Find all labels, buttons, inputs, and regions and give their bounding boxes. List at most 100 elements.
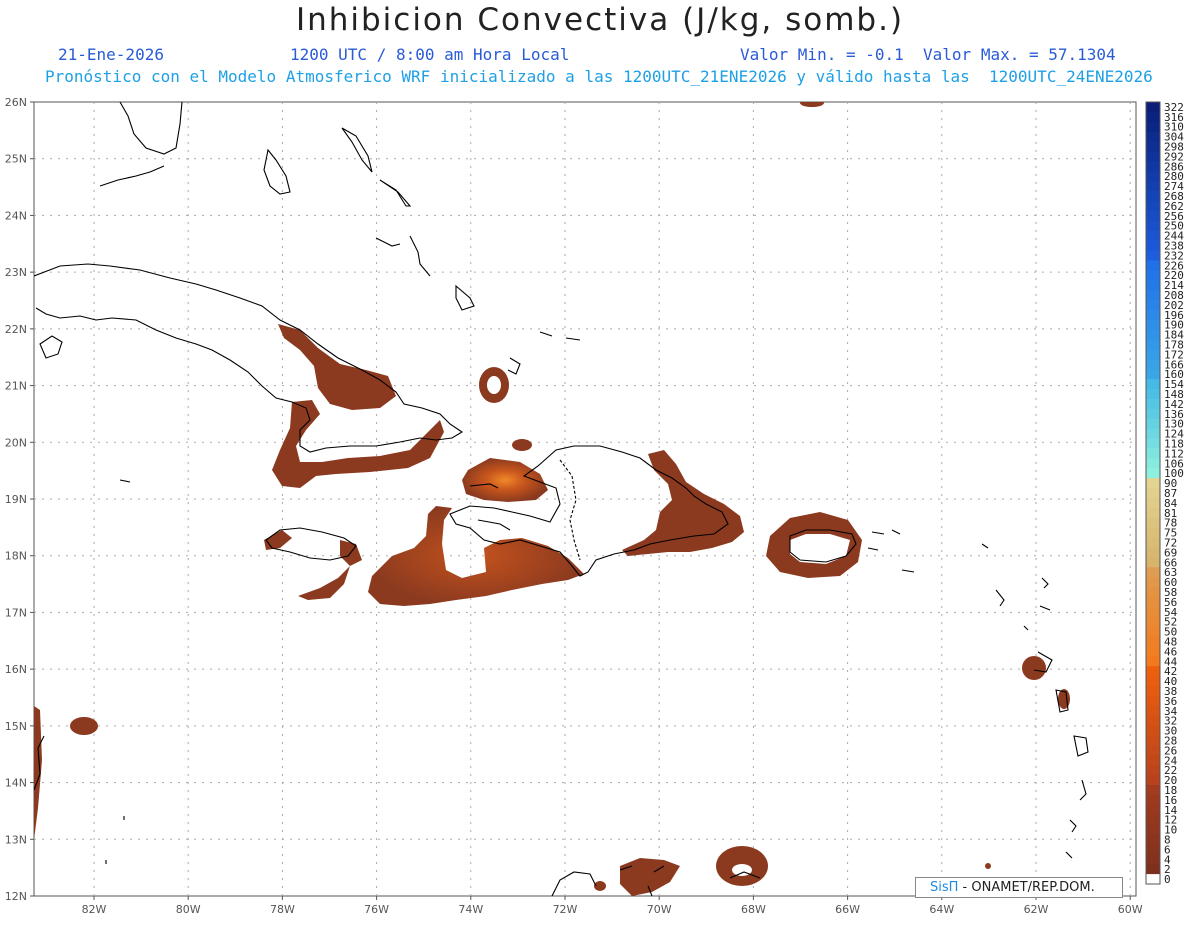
- colorbar-label: 38: [1164, 685, 1177, 698]
- lon-label: 62W: [1024, 903, 1049, 916]
- colorbar-swatch: [1146, 299, 1160, 311]
- colorbar-swatch: [1146, 666, 1160, 677]
- colorbar-label: 220: [1164, 269, 1184, 282]
- cin-area-aruba: [620, 858, 680, 896]
- colorbar-label: 54: [1164, 606, 1178, 619]
- lon-label: 68W: [741, 903, 766, 916]
- colorbar-label: 202: [1164, 299, 1184, 312]
- colorbar-swatch: [1146, 200, 1160, 212]
- colorbar: 3223163103042982922862802742682622562502…: [1145, 101, 1184, 886]
- cin-area-dr-east: [622, 450, 744, 556]
- cin-area-cuba-north: [278, 324, 396, 410]
- colorbar-label: 298: [1164, 141, 1184, 154]
- coast-hispaniola: [449, 445, 729, 577]
- colorbar-swatch: [1146, 606, 1160, 618]
- colorbar-label: 18: [1164, 784, 1177, 797]
- colorbar-label: 4: [1164, 853, 1171, 866]
- colorbar-swatch: [1146, 626, 1160, 638]
- colorbar-swatch: [1146, 517, 1160, 529]
- colorbar-swatch: [1146, 785, 1160, 796]
- colorbar-swatch: [1146, 270, 1160, 281]
- cin-area-grenada: [985, 863, 991, 869]
- cin-area-west-edge: [70, 717, 98, 735]
- coast-isla-juventud: [39, 335, 63, 359]
- colorbar-swatch: [1146, 705, 1160, 717]
- colorbar-swatch: [1146, 844, 1160, 855]
- lat-label: 16N: [5, 663, 27, 676]
- colorbar-label: 178: [1164, 339, 1184, 352]
- colorbar-swatch: [1146, 725, 1160, 737]
- colorbar-swatch: [1146, 428, 1160, 440]
- lat-label: 26N: [5, 96, 27, 109]
- colorbar-swatch: [1146, 230, 1160, 242]
- colorbar-swatch: [1146, 814, 1160, 826]
- colorbar-label: 90: [1164, 477, 1177, 490]
- lon-label: 72W: [553, 903, 578, 916]
- colorbar-label: 26: [1164, 744, 1177, 757]
- colorbar-label: 42: [1164, 665, 1177, 678]
- colorbar-label: 310: [1164, 121, 1184, 134]
- colorbar-label: 166: [1164, 358, 1184, 371]
- coast-bahamas-b: [409, 235, 431, 277]
- cin-area-guadeloupe: [1022, 656, 1046, 680]
- colorbar-label: 81: [1164, 507, 1177, 520]
- lat-label: 12N: [5, 890, 27, 903]
- colorbar-swatch: [1146, 804, 1160, 816]
- cin-area-caribbean-south: [368, 506, 584, 606]
- colorbar-label: 28: [1164, 734, 1177, 747]
- lat-label: 20N: [5, 436, 27, 449]
- coast-virgin-islands: [867, 529, 915, 573]
- lat-label: 21N: [5, 380, 27, 393]
- map-title: Inhibicion Convectiva (J/kg, somb.): [295, 2, 905, 38]
- colorbar-swatch: [1146, 735, 1160, 746]
- colorbar-swatch: [1146, 408, 1160, 420]
- colorbar-label: 172: [1164, 348, 1184, 361]
- colorbar-label: 50: [1164, 626, 1177, 639]
- colorbar-swatch: [1146, 161, 1160, 172]
- colorbar-swatch: [1146, 240, 1160, 251]
- colorbar-swatch: [1146, 210, 1160, 222]
- colorbar-swatch: [1146, 656, 1160, 667]
- colorbar-label: 40: [1164, 675, 1177, 688]
- colorbar-label: 44: [1164, 655, 1178, 668]
- colorbar-label: 46: [1164, 645, 1177, 658]
- colorbar-swatch: [1146, 616, 1160, 628]
- lat-label: 19N: [5, 493, 27, 506]
- coast-small-islands: [34, 479, 131, 864]
- colorbar-label: 106: [1164, 457, 1184, 470]
- colorbar-swatch: [1146, 220, 1160, 232]
- colorbar-label: 268: [1164, 190, 1184, 203]
- colorbar-swatch: [1146, 488, 1160, 499]
- axis-labels: 26N 25N 24N 23N 22N 21N 20N 19N 18N 17N 16N 15N 14N 1…: [5, 96, 1143, 916]
- lon-label: 60W: [1118, 903, 1143, 916]
- colorbar-swatch: [1146, 587, 1160, 598]
- lat-label: 24N: [5, 209, 27, 222]
- colorbar-swatch: [1146, 102, 1160, 113]
- colorbar-swatch: [1146, 398, 1160, 410]
- colorbar-swatch: [1146, 191, 1160, 202]
- colorbar-swatch: [1146, 389, 1160, 400]
- colorbar-label: 244: [1164, 230, 1184, 243]
- colorbar-swatch: [1146, 874, 1160, 885]
- colorbar-label: 208: [1164, 289, 1184, 302]
- colorbar-label: 118: [1164, 438, 1184, 451]
- colorbar-swatch: [1146, 280, 1160, 291]
- lon-label: 80W: [176, 903, 201, 916]
- colorbar-label: 52: [1164, 616, 1177, 629]
- colorbar-label: 292: [1164, 150, 1184, 163]
- colorbar-label: 142: [1164, 398, 1184, 411]
- coast-florida: [119, 102, 183, 155]
- colorbar-swatch: [1146, 676, 1160, 687]
- graticule: [30, 101, 1136, 900]
- colorbar-label: 214: [1164, 279, 1184, 292]
- coast-cuba-south: [35, 307, 421, 453]
- min-max-label: Valor Min. = -0.1 Valor Max. = 57.1304: [740, 45, 1116, 64]
- cin-area-jamaica-south: [298, 566, 350, 600]
- colorbar-swatch: [1146, 547, 1160, 558]
- colorbar-swatch: [1146, 497, 1160, 509]
- colorbar-swatch: [1146, 794, 1160, 806]
- forecast-label: Pronóstico con el Modelo Atmosferico WRF…: [45, 67, 1153, 86]
- coast-andros: [263, 148, 291, 195]
- colorbar-label: 20: [1164, 774, 1177, 787]
